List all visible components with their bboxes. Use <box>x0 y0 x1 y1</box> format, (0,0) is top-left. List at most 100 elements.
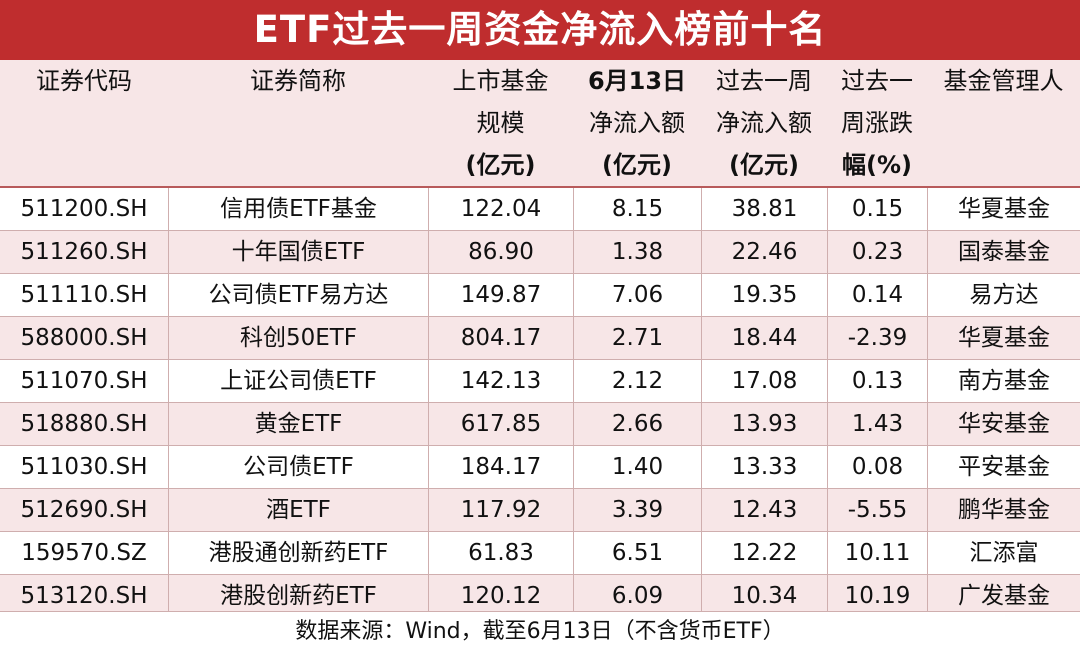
table-row: 159570.SZ 港股通创新药ETF 61.83 6.51 12.22 10.11 汇添富 <box>0 532 1080 575</box>
cell-code: 511200.SH <box>20 196 148 222</box>
header-week-inflow-line: 净流入额 <box>716 109 812 137</box>
cell-week-inflow: 22.46 <box>701 231 827 273</box>
cell-name: 港股通创新药ETF <box>168 532 428 574</box>
cell-day-inflow: 2.12 <box>573 360 701 402</box>
cell-fund-size: 117.92 <box>428 489 573 531</box>
cell-fund-size: 804.17 <box>428 317 573 359</box>
cell-week-change: 0.15 <box>827 188 927 230</box>
header-day-inflow-line: 6月13日 <box>587 67 687 95</box>
cell-manager: 国泰基金 <box>927 231 1080 273</box>
header-day-inflow-line: (亿元) <box>602 151 672 179</box>
cell-manager: 鹏华基金 <box>927 489 1080 531</box>
cell-day-inflow: 7.06 <box>573 274 701 316</box>
table-row: 518880.SH 黄金ETF 617.85 2.66 13.93 1.43 华安基金 <box>0 403 1080 446</box>
cell-fund-size: 617.85 <box>428 403 573 445</box>
cell-fund-size: 122.04 <box>428 188 573 230</box>
cell-manager: 平安基金 <box>927 446 1080 488</box>
cell-manager: 华安基金 <box>927 403 1080 445</box>
table-title: ETF过去一周资金净流入榜前十名 <box>0 0 1080 60</box>
header-week-inflow: 过去一周净流入额 (亿元) <box>701 60 827 186</box>
cell-code: 512690.SH <box>20 497 148 523</box>
cell-code: 511070.SH <box>20 368 148 394</box>
cell-day-inflow: 2.66 <box>573 403 701 445</box>
cell-name: 公司债ETF易方达 <box>168 274 428 316</box>
cell-code: 518880.SH <box>20 411 148 437</box>
header-day-inflow: 6月13日净流入额 (亿元) <box>573 60 701 186</box>
cell-name: 公司债ETF <box>168 446 428 488</box>
cell-week-inflow: 13.33 <box>701 446 827 488</box>
cell-name: 科创50ETF <box>168 317 428 359</box>
table-row: 511260.SH 十年国债ETF 86.90 1.38 22.46 0.23 国泰基金 <box>0 231 1080 274</box>
header-day-inflow-line: 净流入额 <box>589 109 685 137</box>
cell-week-change: 10.19 <box>827 575 927 617</box>
cell-manager: 华夏基金 <box>927 188 1080 230</box>
cell-week-change: 1.43 <box>827 403 927 445</box>
header-fund-size: 上市基金 规模 (亿元) <box>428 60 573 186</box>
header-fund-size-line: 规模 <box>476 109 525 137</box>
table-row: 511200.SH 信用债ETF基金 122.04 8.15 38.81 0.15 华夏基金 <box>0 188 1080 231</box>
cell-manager: 广发基金 <box>927 575 1080 617</box>
header-name-line: 证券简称 <box>250 67 346 95</box>
cell-fund-size: 142.13 <box>428 360 573 402</box>
cell-week-inflow: 13.93 <box>701 403 827 445</box>
cell-week-inflow: 12.22 <box>701 532 827 574</box>
cell-manager: 南方基金 <box>927 360 1080 402</box>
header-week-change-line: 过去一 <box>841 67 913 95</box>
cell-day-inflow: 8.15 <box>573 188 701 230</box>
cell-week-change: 10.11 <box>827 532 927 574</box>
header-manager: 基金管理人 <box>927 60 1080 186</box>
header-week-change: 过去一 周涨跌 幅(%) <box>827 60 927 186</box>
table-body: 511200.SH 信用债ETF基金 122.04 8.15 38.81 0.15 华夏基金… <box>0 188 1080 618</box>
cell-code: 159570.SZ <box>21 540 147 566</box>
cell-day-inflow: 6.09 <box>573 575 701 617</box>
cell-name: 十年国债ETF <box>168 231 428 273</box>
header-week-change-line: 周涨跌 <box>841 109 913 137</box>
cell-code: 511110.SH <box>20 282 148 308</box>
cell-fund-size: 120.12 <box>428 575 573 617</box>
cell-manager: 华夏基金 <box>927 317 1080 359</box>
cell-week-change: 0.08 <box>827 446 927 488</box>
cell-week-change: 0.13 <box>827 360 927 402</box>
cell-week-change: 0.14 <box>827 274 927 316</box>
cell-week-inflow: 38.81 <box>701 188 827 230</box>
cell-fund-size: 61.83 <box>428 532 573 574</box>
header-week-inflow-line: (亿元) <box>729 151 799 179</box>
cell-week-inflow: 19.35 <box>701 274 827 316</box>
cell-week-change: 0.23 <box>827 231 927 273</box>
cell-week-inflow: 10.34 <box>701 575 827 617</box>
header-week-inflow-line: 过去一周 <box>716 67 812 95</box>
header-code-line: 证券代码 <box>36 67 132 95</box>
table-row: 511110.SH 公司债ETF易方达 149.87 7.06 19.35 0.14 易方达 <box>0 274 1080 317</box>
cell-week-inflow: 18.44 <box>701 317 827 359</box>
cell-code: 511030.SH <box>20 454 148 480</box>
table-row: 511070.SH 上证公司债ETF 142.13 2.12 17.08 0.13 南方基金 <box>0 360 1080 403</box>
cell-manager: 汇添富 <box>927 532 1080 574</box>
cell-code: 511260.SH <box>20 239 148 265</box>
header-name: 证券简称 <box>168 60 428 186</box>
cell-week-inflow: 12.43 <box>701 489 827 531</box>
cell-day-inflow: 2.71 <box>573 317 701 359</box>
cell-day-inflow: 1.38 <box>573 231 701 273</box>
cell-fund-size: 86.90 <box>428 231 573 273</box>
cell-name: 上证公司债ETF <box>168 360 428 402</box>
table-row: 588000.SH 科创50ETF 804.17 2.71 18.44 -2.39 华夏基金 <box>0 317 1080 360</box>
cell-name: 信用债ETF基金 <box>168 188 428 230</box>
cell-day-inflow: 6.51 <box>573 532 701 574</box>
cell-fund-size: 149.87 <box>428 274 573 316</box>
cell-week-change: -5.55 <box>827 489 927 531</box>
cell-fund-size: 184.17 <box>428 446 573 488</box>
source-note: 数据来源：Wind，截至6月13日（不含货币ETF） <box>0 611 1080 651</box>
table-row: 511030.SH 公司债ETF 184.17 1.40 13.33 0.08 平安基金 <box>0 446 1080 489</box>
cell-day-inflow: 1.40 <box>573 446 701 488</box>
table-header: 证券代码 证券简称 上市基金 规模 (亿元) 6月13日 净流入额 (亿元) 过去一周 净流入额 (… <box>0 60 1080 188</box>
header-fund-size-line: (亿元) <box>465 151 536 179</box>
cell-day-inflow: 3.39 <box>573 489 701 531</box>
cell-name: 港股创新药ETF <box>168 575 428 617</box>
cell-name: 酒ETF <box>168 489 428 531</box>
table-row: 512690.SH 酒ETF 117.92 3.39 12.43 -5.55 鹏华基金 <box>0 489 1080 532</box>
header-code: 证券代码 <box>0 60 168 186</box>
cell-code: 588000.SH <box>20 325 148 351</box>
cell-name: 黄金ETF <box>168 403 428 445</box>
cell-code: 513120.SH <box>20 583 148 609</box>
